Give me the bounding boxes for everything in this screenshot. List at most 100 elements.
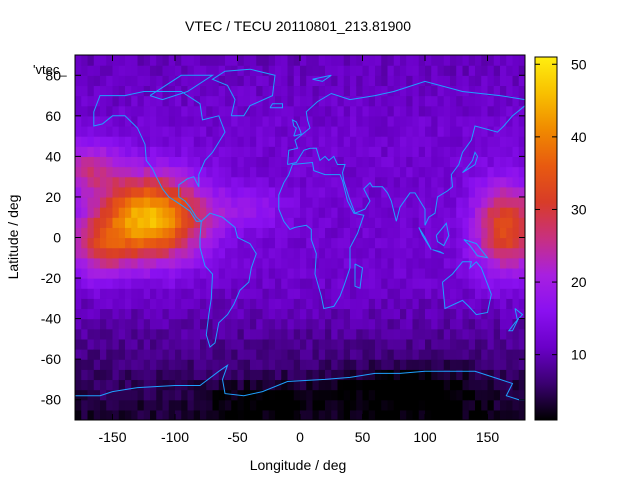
- x-tick-label: 150: [476, 429, 500, 445]
- heatmap-cell: [493, 115, 501, 127]
- heatmap-cell: [262, 288, 270, 299]
- heatmap-cell: [187, 298, 195, 310]
- heatmap-cell: [162, 308, 170, 320]
- heatmap-cell: [81, 176, 89, 188]
- heatmap-cell: [231, 288, 239, 299]
- heatmap-cell: [106, 288, 114, 299]
- heatmap-cell: [256, 125, 264, 137]
- heatmap-cell: [93, 399, 101, 411]
- heatmap-cell: [137, 237, 145, 249]
- heatmap-cell: [468, 115, 476, 127]
- heatmap-cell: [150, 369, 157, 381]
- heatmap-cell: [231, 136, 239, 147]
- heatmap-cell: [518, 288, 525, 299]
- heatmap-cell: [450, 359, 457, 370]
- heatmap-cell: [87, 85, 95, 97]
- heatmap-cell: [325, 379, 332, 391]
- heatmap-cell: [418, 105, 426, 117]
- heatmap-cell: [325, 136, 332, 147]
- heatmap-cell: [418, 278, 426, 289]
- heatmap-cell: [512, 105, 520, 117]
- heatmap-cell: [81, 267, 89, 279]
- heatmap-cell: [450, 136, 457, 147]
- heatmap-cell: [493, 389, 501, 401]
- heatmap-cell: [87, 288, 95, 299]
- heatmap-cell: [93, 227, 101, 239]
- heatmap-cell: [456, 115, 464, 127]
- heatmap-cell: [518, 318, 525, 330]
- heatmap-cell: [100, 288, 107, 299]
- heatmap-cell: [87, 318, 95, 330]
- heatmap-cell: [162, 146, 170, 157]
- heatmap-cell: [93, 298, 101, 310]
- heatmap-cell: [481, 196, 489, 208]
- heatmap-cell: [343, 196, 351, 208]
- heatmap-cell: [293, 288, 301, 299]
- heatmap-cell: [231, 278, 239, 289]
- heatmap-cell: [162, 318, 170, 330]
- heatmap-cell: [437, 196, 445, 208]
- heatmap-cell: [237, 237, 245, 249]
- heatmap-cell: [456, 186, 464, 198]
- heatmap-cell: [75, 75, 82, 87]
- heatmap-cell: [300, 125, 307, 137]
- heatmap-cell: [206, 95, 214, 107]
- heatmap-cell: [243, 298, 251, 310]
- heatmap-cell: [362, 308, 370, 320]
- heatmap-cell: [93, 196, 101, 208]
- heatmap-cell: [256, 227, 264, 239]
- heatmap-cell: [500, 65, 507, 76]
- heatmap-cell: [300, 105, 307, 117]
- heatmap-cell: [381, 85, 389, 97]
- heatmap-cell: [112, 338, 120, 350]
- heatmap-cell: [287, 288, 295, 299]
- heatmap-cell: [443, 125, 451, 137]
- heatmap-cell: [337, 379, 345, 391]
- heatmap-cell: [275, 409, 282, 420]
- heatmap-cell: [381, 196, 389, 208]
- heatmap-cell: [118, 146, 126, 157]
- heatmap-cell: [112, 359, 120, 370]
- heatmap-cell: [118, 349, 126, 360]
- heatmap-cell: [412, 186, 420, 198]
- heatmap-cell: [287, 217, 295, 228]
- heatmap-cell: [406, 65, 414, 76]
- heatmap-cell: [287, 237, 295, 249]
- heatmap-cell: [131, 217, 139, 228]
- heatmap-cell: [300, 186, 307, 198]
- heatmap-cell: [75, 186, 82, 198]
- heatmap-cell: [418, 389, 426, 401]
- heatmap-cell: [125, 95, 132, 107]
- heatmap-cell: [475, 237, 482, 249]
- heatmap-cell: [518, 369, 525, 381]
- heatmap-cell: [156, 95, 164, 107]
- heatmap-cell: [362, 389, 370, 401]
- heatmap-cell: [237, 55, 245, 66]
- heatmap-cell: [368, 288, 376, 299]
- heatmap-cell: [200, 389, 207, 401]
- heatmap-cell: [293, 196, 301, 208]
- heatmap-cell: [306, 257, 314, 269]
- heatmap-cell: [393, 166, 401, 178]
- heatmap-cell: [275, 156, 282, 168]
- coastline: [269, 103, 283, 109]
- heatmap-cell: [506, 247, 514, 259]
- heatmap-cell: [81, 186, 89, 198]
- heatmap-cell: [143, 196, 151, 208]
- heatmap-cell: [481, 55, 489, 66]
- heatmap-cell: [375, 389, 382, 401]
- heatmap-cell: [93, 207, 101, 218]
- heatmap-cell: [150, 278, 157, 289]
- heatmap-cell: [150, 328, 157, 340]
- heatmap-cell: [143, 328, 151, 340]
- heatmap-cell: [356, 227, 364, 239]
- heatmap-cell: [150, 136, 157, 147]
- heatmap-cell: [262, 308, 270, 320]
- heatmap-cell: [300, 288, 307, 299]
- heatmap-cell: [281, 328, 289, 340]
- heatmap-cell: [168, 85, 176, 97]
- heatmap-cell: [468, 247, 476, 259]
- heatmap-cell: [175, 318, 182, 330]
- heatmap-cell: [481, 186, 489, 198]
- heatmap-cell: [318, 308, 326, 320]
